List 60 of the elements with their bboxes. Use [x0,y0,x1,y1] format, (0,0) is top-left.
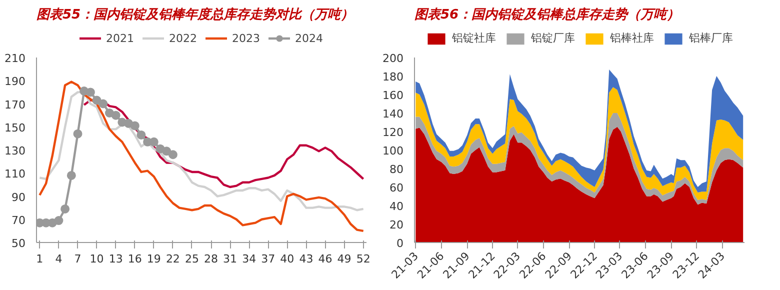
x-tick-label: 46 [318,252,332,266]
point [168,150,178,160]
point [73,129,82,138]
y-tick-label: 170 [4,98,26,112]
y-tick-label: 200 [382,52,404,65]
x-tick-label: 49 [337,252,352,266]
x-tick-label: 10 [90,252,104,266]
point [60,204,70,214]
x-tick-label: 43 [299,252,314,266]
point [86,88,95,97]
legend-label: 2023 [232,31,260,45]
x-tick-label: 34 [242,252,256,266]
y-tick-label: 40 [390,200,404,213]
y-tick-label: 20 [390,218,404,232]
x-tick-label: 1 [36,252,44,266]
point [136,130,146,140]
y-tick-label: 110 [4,168,26,181]
x-tick-label: 52 [356,252,370,266]
y-tick-label: 130 [4,144,26,158]
y-tick-label: 140 [382,108,404,120]
point [111,110,120,120]
y-tick-label: 150 [4,121,26,134]
chart-title: 图表55：国内铝锭及铝棒年度总库存走势对比（万吨） [36,6,354,22]
x-tick-label: 19 [146,252,161,266]
legend-label: 2022 [169,31,197,45]
chart-title: 图表56：国内铝锭及铝棒总库存走势（万吨） [414,6,680,22]
x-tick-label: 31 [223,252,238,266]
y-tick-label: 90 [12,190,26,204]
point [162,146,172,156]
x-tick-label: 16 [128,252,142,266]
legend-label: 铝锭厂库 [531,30,575,46]
x-tick-label: 40 [280,252,294,266]
point [98,99,108,108]
x-tick-label: 4 [55,252,62,266]
x-tick-label: 37 [261,252,276,266]
x-tick-label: 7 [74,252,82,266]
legend-label: 铝棒厂库 [689,30,733,46]
legend-label: 2021 [106,31,134,45]
x-tick-label: 28 [204,252,218,266]
point [54,216,64,226]
y-tick-label: 190 [4,75,26,88]
y-tick-label: 80 [390,163,404,176]
y-tick-label: 60 [390,182,404,194]
legend-label: 铝锭社库 [452,30,496,46]
y-tick-label: 0 [396,237,404,250]
point [130,121,140,130]
legend-label: 2024 [295,31,323,45]
line-series [38,80,364,232]
y-tick-label: 120 [382,126,404,139]
x-tick-label: 22 [166,252,180,266]
x-tick-label: 13 [108,252,123,266]
point [66,170,76,180]
y-tick-label: 100 [382,144,404,158]
y-tick-label: 70 [12,214,26,227]
y-tick-label: 160 [382,89,404,102]
legend-label: 铝棒社库 [610,30,654,46]
x-tick-label: 25 [184,252,199,266]
y-tick-label: 210 [4,52,26,65]
y-tick-label: 50 [12,237,26,250]
y-tick-label: 180 [382,70,404,84]
